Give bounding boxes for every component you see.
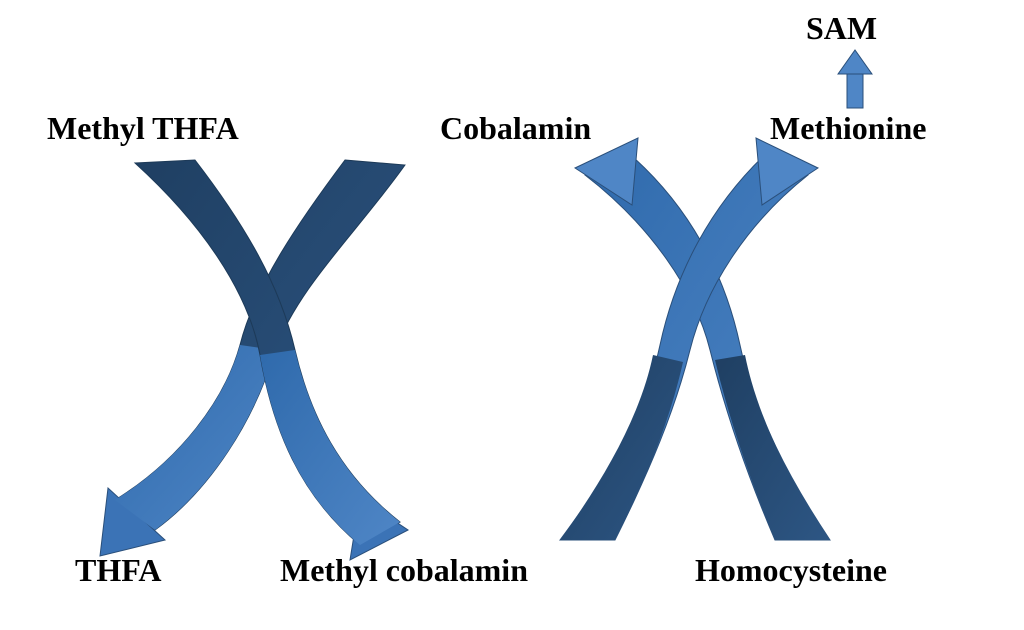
label-methyl-cobalamin: Methyl cobalamin: [280, 552, 528, 589]
label-thfa: THFA: [75, 552, 162, 589]
up-arrow-methionine-sam: [838, 50, 872, 108]
label-methyl-thfa: Methyl THFA: [47, 110, 239, 147]
label-sam: SAM: [806, 10, 877, 47]
label-methionine: Methionine: [770, 110, 926, 147]
arrow-layer: [0, 0, 1024, 630]
label-cobalamin: Cobalamin: [440, 110, 591, 147]
diagram-stage: SAM Methyl THFA Cobalamin Methionine THF…: [0, 0, 1024, 630]
label-homocysteine: Homocysteine: [695, 552, 887, 589]
